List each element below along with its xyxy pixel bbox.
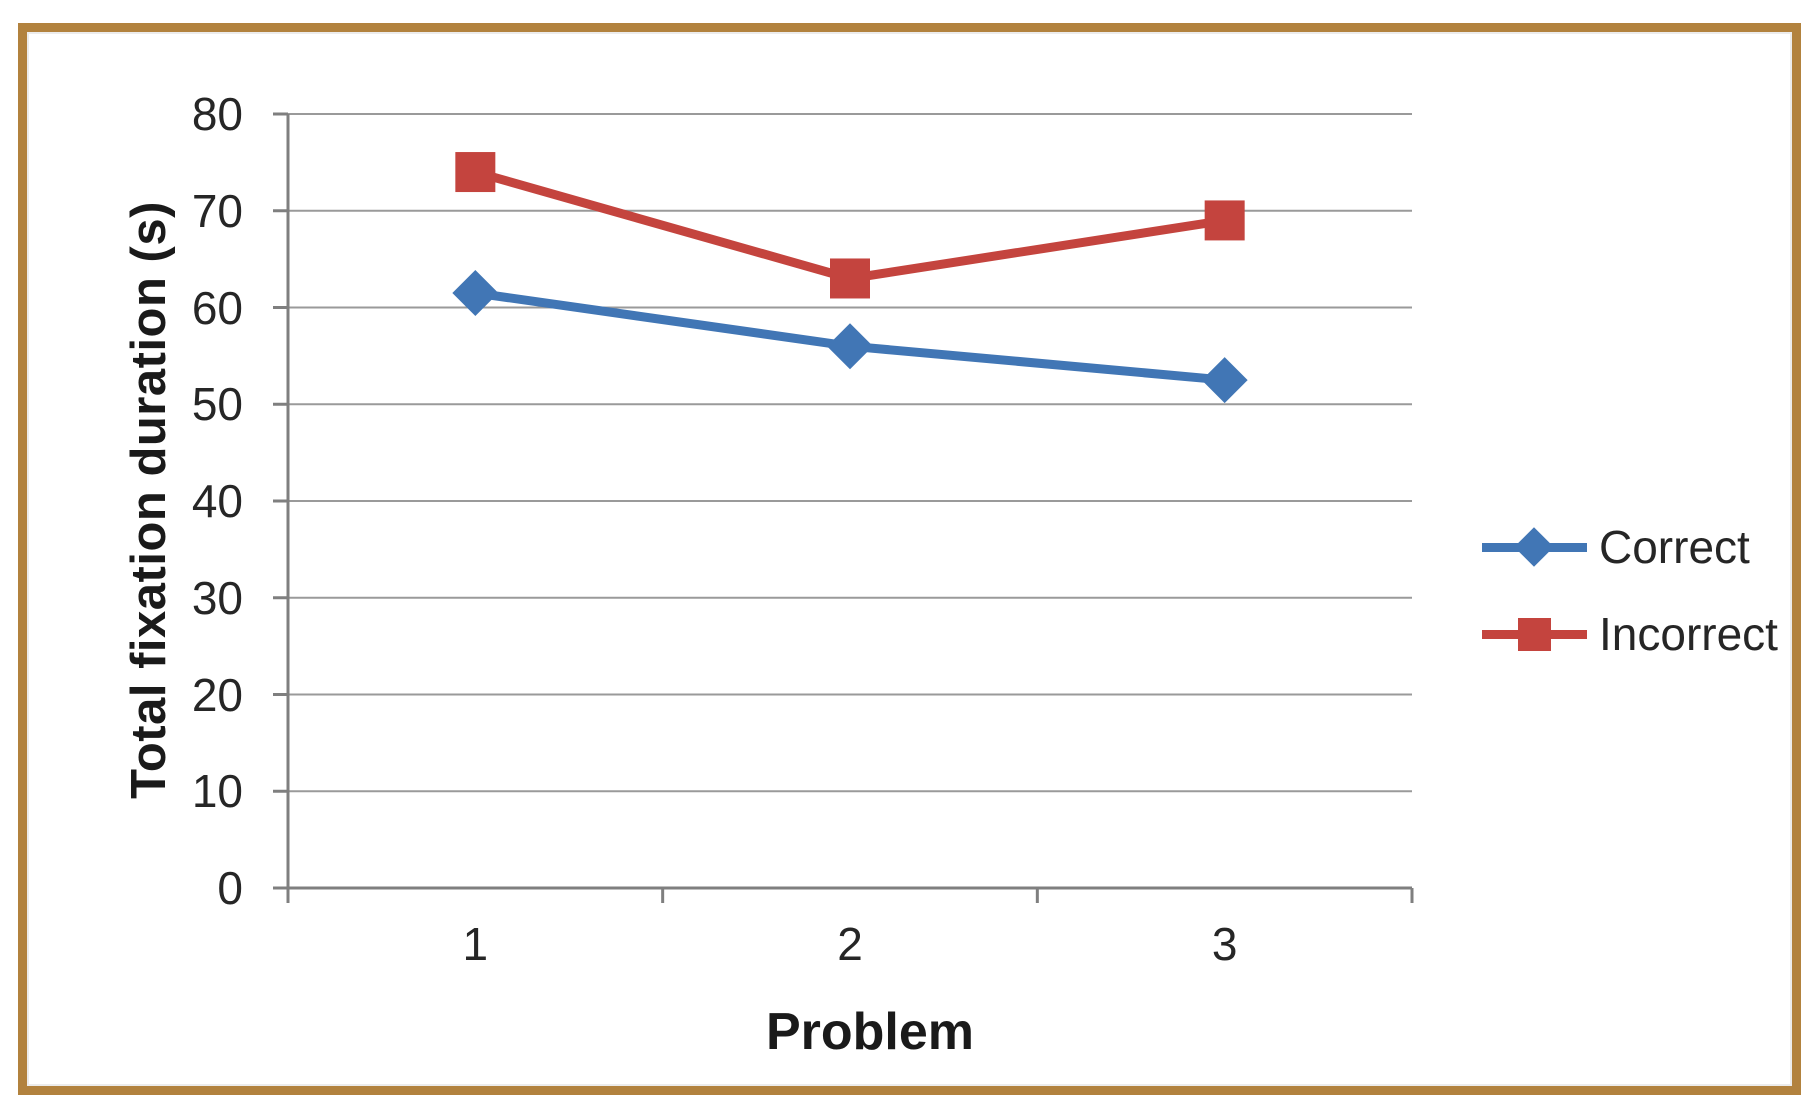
legend-marker	[1514, 527, 1554, 567]
x-tick-label: 2	[837, 918, 863, 970]
y-tick-label: 50	[191, 378, 243, 431]
legend-item-incorrect: Incorrect	[1482, 608, 1778, 660]
y-tick-label: 40	[191, 475, 243, 527]
legend-label: Incorrect	[1599, 608, 1778, 660]
legend-item-correct: Correct	[1482, 521, 1778, 573]
y-tick-label: 20	[191, 668, 243, 721]
plot-area	[273, 112, 1414, 903]
legend: Correct Incorrect	[1482, 521, 1778, 660]
y-tick-label: 60	[191, 281, 243, 334]
y-tick-label: 0	[217, 862, 243, 914]
x-tick-label: 3	[1211, 918, 1238, 970]
y-tick-label: 30	[191, 571, 243, 624]
x-tick-label: 1	[462, 918, 489, 970]
diamond-marker-icon	[1482, 524, 1587, 570]
legend-label: Correct	[1599, 521, 1750, 573]
square-marker-icon	[1482, 611, 1587, 657]
legend-marker	[1518, 618, 1551, 651]
y-tick-label: 70	[191, 184, 243, 237]
y-tick-label: 10	[191, 765, 243, 818]
chart-frame: Total fixation duration (s) Problem 0 10 2…	[18, 23, 1801, 1095]
x-axis-title: Problem	[765, 1003, 975, 1061]
y-tick-label: 80	[191, 88, 243, 140]
